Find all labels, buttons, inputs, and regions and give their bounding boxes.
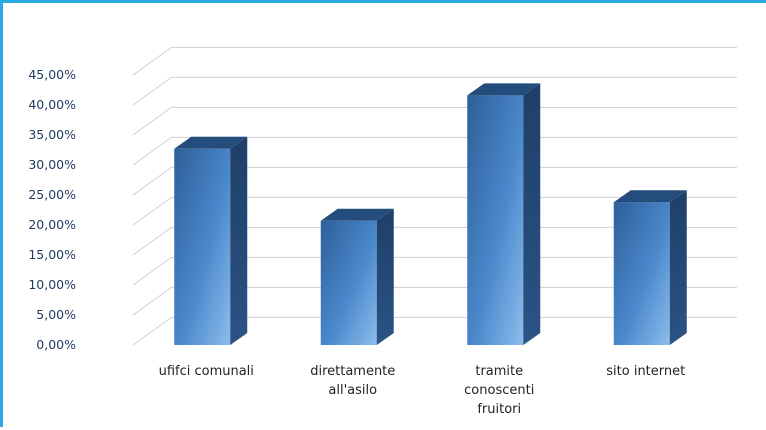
- y-tick-label: 5,00%: [36, 307, 76, 322]
- x-category-line: tramite: [475, 364, 523, 379]
- bar-front: [320, 220, 377, 345]
- x-category-line: fruitori: [477, 402, 521, 417]
- y-tick-label: 0,00%: [36, 337, 76, 352]
- y-tick-label: 15,00%: [28, 247, 76, 262]
- x-category-line: sito internet: [606, 364, 685, 379]
- x-category-line: conoscenti: [464, 383, 534, 398]
- y-tick-label: 40,00%: [28, 97, 76, 112]
- bar-chart-3d: 0,00% 5,00% 10,00% 15,00% 20,00% 25,00% 30,00%…: [28, 46, 737, 417]
- grid-line-diagonal: [132, 166, 172, 196]
- grid-line-diagonal: [132, 226, 172, 256]
- grid-line-diagonal: [132, 136, 172, 166]
- x-category-line: direttamente: [310, 364, 395, 379]
- bar-side: [376, 208, 394, 345]
- x-category-label: ufifci comunali: [159, 364, 254, 379]
- grid-line-diagonal: [132, 316, 172, 346]
- grid-line-diagonal: [132, 76, 172, 106]
- bar-side: [523, 83, 541, 346]
- bar-side: [669, 190, 687, 345]
- bar-front: [174, 148, 231, 345]
- bar-top: [174, 136, 248, 149]
- y-tick-label: 45,00%: [28, 67, 76, 82]
- y-tick-label: 25,00%: [28, 187, 76, 202]
- grid-line-diagonal: [132, 286, 172, 316]
- bar-side: [230, 136, 248, 345]
- bar: [467, 83, 541, 346]
- x-category-line: all'asilo: [328, 383, 377, 398]
- bar-top: [613, 190, 687, 203]
- y-tick-label: 10,00%: [28, 277, 76, 292]
- bar: [320, 208, 394, 345]
- grid-line-diagonal: [132, 256, 172, 286]
- grid-line-diagonal: [132, 46, 172, 76]
- y-tick-label: 30,00%: [28, 157, 76, 172]
- bar-front: [613, 202, 670, 345]
- y-axis-ticks: 0,00% 5,00% 10,00% 15,00% 20,00% 25,00% 30,00%…: [28, 67, 76, 352]
- grid-line-diagonal: [132, 196, 172, 226]
- y-tick-label: 20,00%: [28, 217, 76, 232]
- bar-top: [467, 83, 541, 96]
- bar-top: [320, 208, 394, 221]
- x-category-label: direttamente all'asilo: [310, 364, 395, 398]
- grid-line-diagonal: [132, 106, 172, 136]
- x-axis-categories: ufifci comunali direttamente all'asilo tram…: [159, 364, 686, 417]
- bars: [174, 83, 687, 346]
- x-category-label: tramite conoscenti fruitori: [464, 364, 534, 417]
- y-tick-label: 35,00%: [28, 127, 76, 142]
- x-category-label: sito internet: [606, 364, 685, 379]
- bar: [613, 190, 687, 345]
- bar: [174, 136, 248, 345]
- bar-front: [467, 95, 524, 346]
- x-category-line: ufifci comunali: [159, 364, 254, 379]
